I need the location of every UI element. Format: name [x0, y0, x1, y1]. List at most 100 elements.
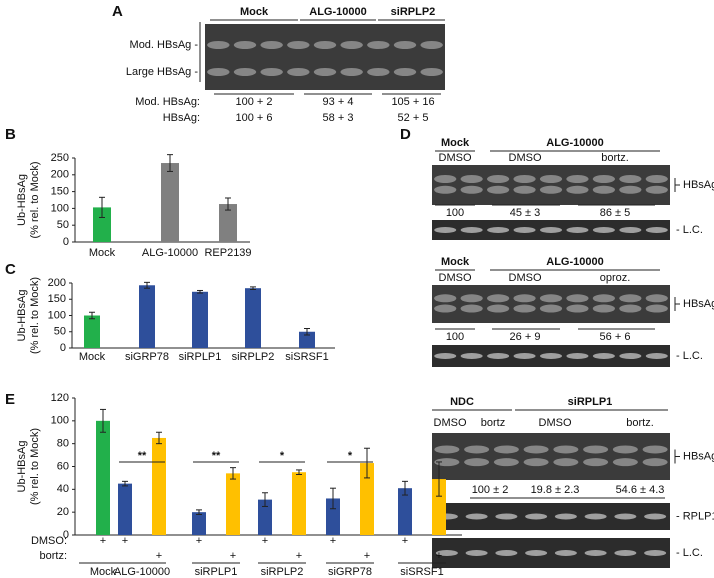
row-value: 93 + 4: [323, 96, 354, 108]
bar: [192, 512, 206, 535]
blot-band: [434, 445, 460, 454]
treatment-mark: +: [364, 550, 370, 562]
group-header: ALG-10000: [546, 256, 603, 268]
blot-band: [645, 227, 668, 233]
lane-label: bortz.: [626, 417, 654, 429]
blot-band: [642, 458, 668, 467]
blot-band: [592, 185, 615, 194]
panel-label: E: [5, 391, 15, 408]
blot-band: [540, 227, 562, 233]
quant-value: 100: [446, 331, 464, 343]
blot-band: [592, 294, 615, 303]
blot-band: [493, 445, 519, 454]
bar: [398, 488, 412, 535]
blot-image: [432, 165, 670, 205]
bar: [192, 291, 208, 348]
bar: [299, 331, 315, 348]
y-tick-label: 50: [57, 219, 69, 231]
group-header: Mock: [441, 256, 470, 268]
treatment-mark: +: [156, 550, 162, 562]
blot-band: [614, 513, 637, 520]
y-axis-label: (% rel. to Mock): [29, 161, 41, 238]
lane-label: bortz.: [601, 152, 629, 164]
bar: [152, 437, 166, 535]
y-tick-label: 200: [51, 169, 69, 181]
lane-label: DMSO: [434, 417, 467, 429]
blot-band: [513, 294, 536, 303]
blot-band: [592, 175, 615, 183]
blot-band: [513, 175, 536, 183]
blot-band: [645, 185, 668, 194]
blot-band: [619, 294, 642, 303]
bar: [226, 473, 240, 535]
bar: [93, 207, 111, 242]
blot-band: [553, 445, 579, 454]
blot-band: [566, 227, 589, 233]
blot-band: [487, 227, 510, 233]
quant-value: 56 + 6: [600, 331, 631, 343]
treatment-mark: +: [262, 535, 268, 547]
blot-band: [260, 68, 283, 76]
blot-band: [584, 550, 607, 556]
blot-band: [493, 458, 519, 467]
bar: [258, 499, 272, 535]
significance-mark: **: [212, 450, 221, 462]
blot-band: [619, 304, 642, 313]
blot-band: [539, 185, 563, 194]
bar: [118, 483, 132, 535]
bar: [161, 163, 179, 242]
blot-band: [287, 41, 310, 49]
y-tick-label: 100: [48, 309, 66, 321]
blot-band: [487, 175, 510, 183]
blot-band: [460, 227, 483, 233]
bar: [96, 420, 110, 535]
bar: [432, 479, 446, 535]
group-header: siRPLP1: [568, 396, 613, 408]
blot-band: [566, 304, 589, 313]
x-tick-label: siRPLP1: [195, 566, 238, 578]
treatment-mark: +: [196, 535, 202, 547]
blot-band: [465, 550, 488, 556]
y-axis-label: Ub-HBsAg: [16, 290, 28, 342]
blot-band: [207, 68, 230, 76]
blot-band: [340, 41, 363, 49]
x-tick-label: Mock: [79, 351, 106, 363]
blot-band: [460, 294, 483, 303]
blot-band: [525, 513, 548, 520]
loading-label: - L.C.: [676, 350, 703, 362]
blot-band: [513, 353, 536, 359]
blot-band: [460, 304, 483, 313]
blot-band: [584, 513, 607, 520]
blot-image: [432, 285, 670, 323]
y-tick-label: 40: [57, 483, 69, 495]
treatment-mark: +: [230, 550, 236, 562]
group-header: Mock: [441, 137, 470, 149]
panel-label: C: [5, 261, 16, 278]
x-tick-label: siGRP78: [328, 566, 372, 578]
treatment-mark: +: [436, 550, 442, 562]
bar: [245, 288, 261, 348]
x-tick-label: siRPLP2: [232, 351, 275, 363]
blot-band: [420, 41, 443, 49]
blot-band: [464, 458, 490, 467]
blot-band: [619, 185, 642, 194]
lane-label: DMSO: [439, 152, 472, 164]
blot-band: [313, 68, 337, 76]
loading-label: - RPLP1: [676, 510, 714, 522]
row-value: 105 + 16: [391, 96, 434, 108]
blot-band: [644, 513, 667, 520]
blot-band: [434, 304, 457, 313]
blot-band: [539, 294, 563, 303]
blot-band: [614, 550, 637, 556]
treatment-mark: +: [330, 535, 336, 547]
treatment-mark: +: [100, 535, 106, 547]
blot-band: [583, 458, 609, 467]
quant-value: 45 ± 3: [510, 207, 541, 219]
blot-band: [487, 185, 510, 194]
bar: [326, 498, 340, 535]
blot-image: [205, 24, 445, 90]
blot-band: [619, 353, 642, 359]
x-tick-label: siGRP78: [125, 351, 169, 363]
blot-band: [566, 353, 589, 359]
y-axis-label: Ub-HBsAg: [16, 441, 28, 493]
